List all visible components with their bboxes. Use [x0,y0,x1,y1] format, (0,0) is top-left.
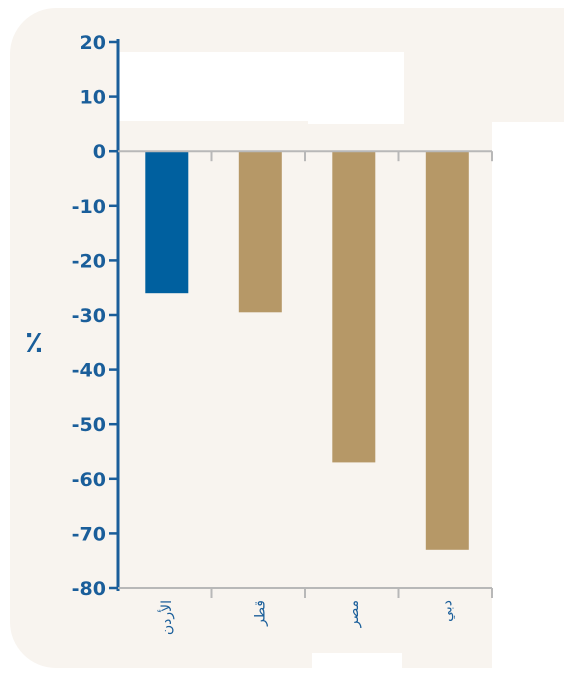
x-tick-label: دبي [439,600,455,622]
y-tick-label: 0 [93,141,106,163]
y-tick-label: -20 [72,250,106,272]
y-tick-label: -40 [72,360,106,382]
white-overlay-block [308,102,404,124]
y-tick-label: -60 [72,469,106,491]
bar-4 [425,151,469,550]
white-overlay-block [118,52,164,76]
white-overlay-block [492,653,564,673]
y-tick-label: -50 [72,414,106,436]
y-tick-label: 10 [80,87,106,109]
x-tick-label: قطر [252,600,268,627]
y-axis-label: ٪ [25,325,43,360]
white-overlay-block [312,653,402,673]
x-tick-label: الأردن [157,600,175,635]
bar-2 [238,151,282,313]
y-tick-label: -10 [72,196,106,218]
y-tick-label: -30 [72,305,106,327]
y-tick-label: -80 [72,578,106,600]
y-tick-label: -70 [72,523,106,545]
white-overlay-block [164,52,404,102]
x-tick-label: مصر [346,600,362,628]
bar-3 [332,151,376,463]
y-tick-label: 20 [80,32,106,54]
white-overlay-block [492,122,564,662]
bar-1 [145,151,189,294]
